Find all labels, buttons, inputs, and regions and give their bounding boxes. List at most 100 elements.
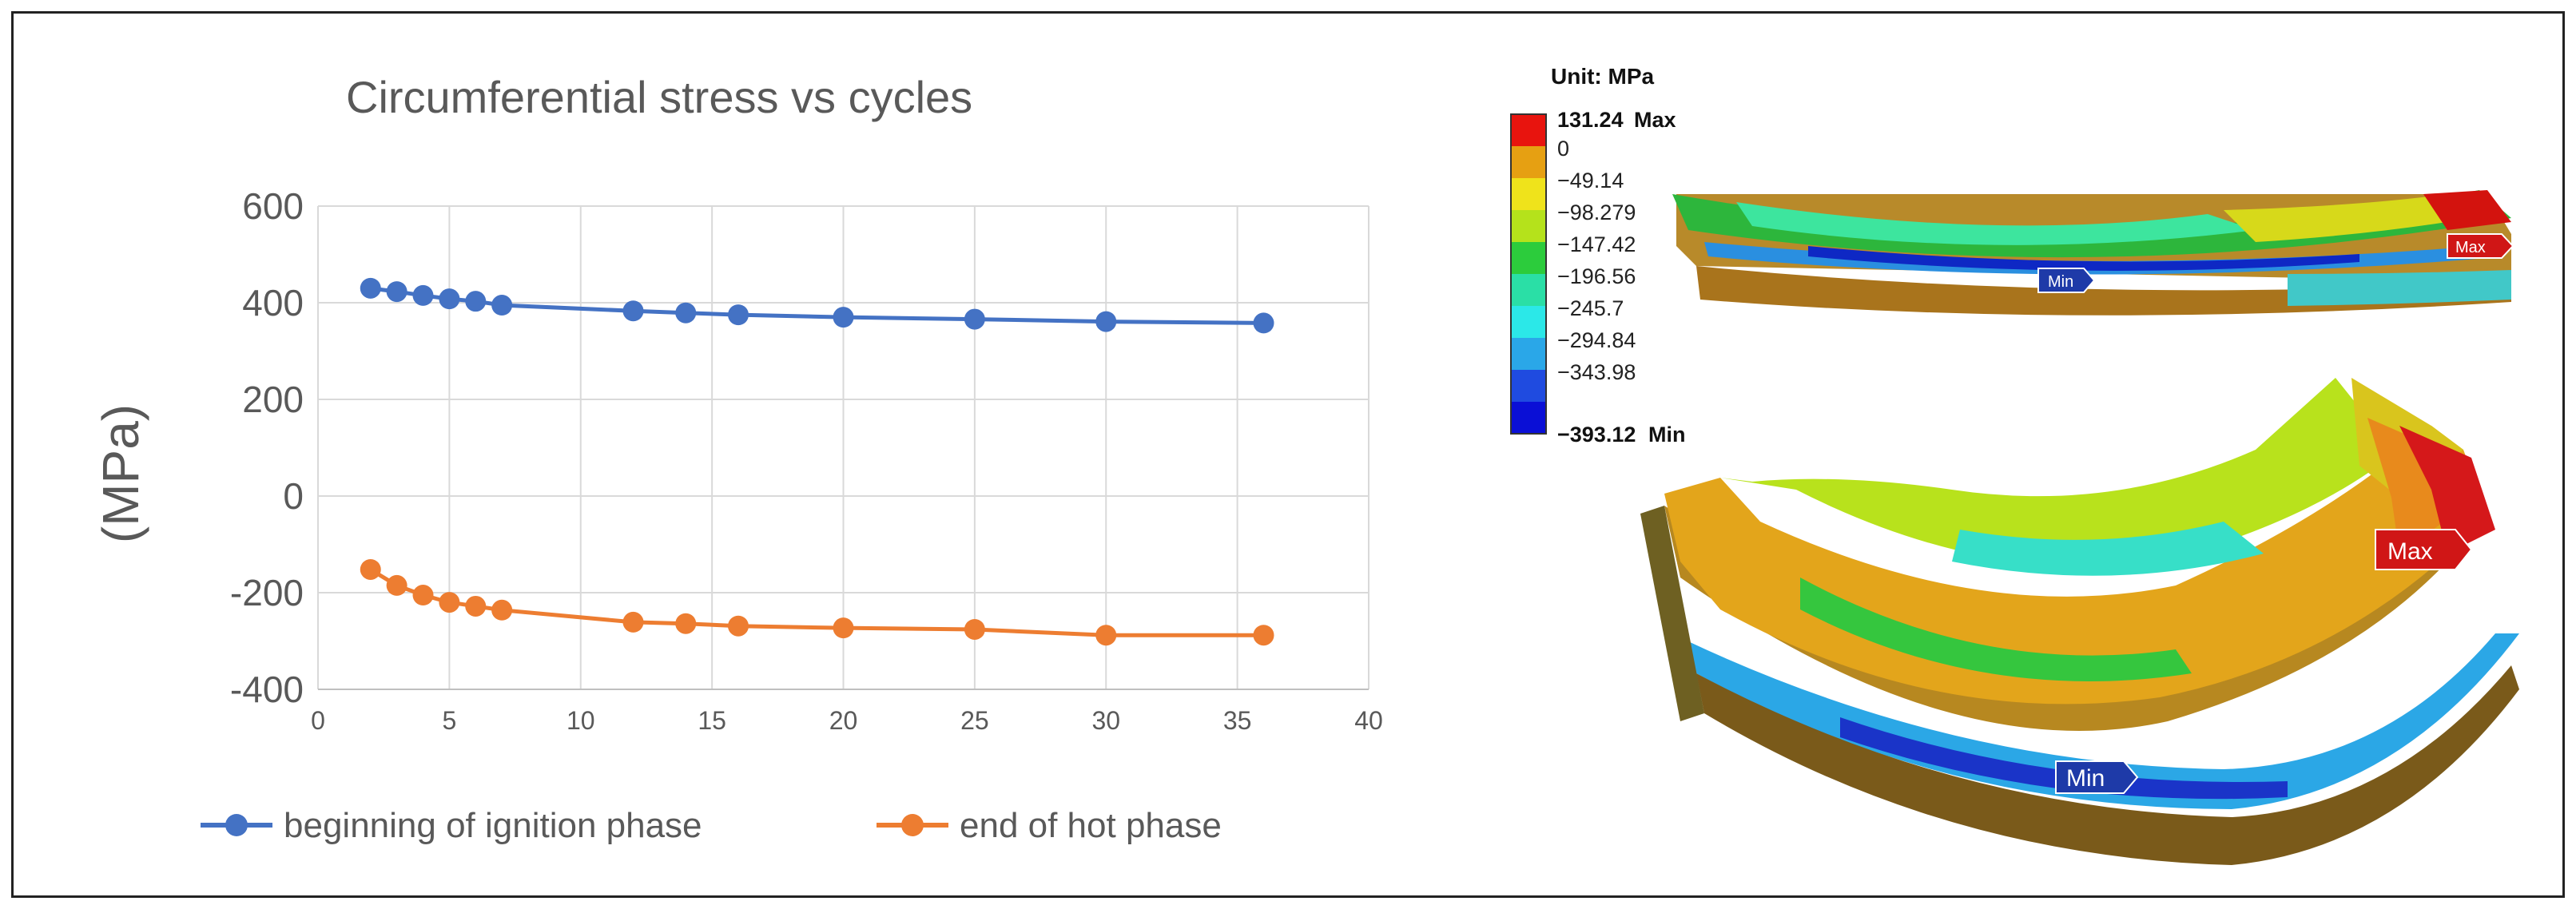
top-model-min-band [1808,246,2359,271]
colorbar-level-label: −49.14 [1557,169,1624,193]
data-point [360,558,381,580]
y-tick-label: 200 [242,379,304,420]
x-tick-label: 0 [311,706,325,735]
x-tick-label: 40 [1354,706,1383,735]
top-min-flag-text: Min [2048,273,2073,291]
data-point [412,585,434,606]
y-tick-labels: -400 -200 0 200 400 600 [230,185,304,710]
bottom-model-left-end [1640,506,1704,721]
colorbar-swatch [1511,402,1546,434]
data-point [465,291,487,312]
bottom-max-flag-text: Max [2387,538,2433,565]
series-hot [360,558,1274,646]
colorbar-swatch [1511,306,1546,338]
stress-contour-panel: Unit: MPa 131.24 0 −49.14 −98.279 −147.42 −19… [1510,64,2519,865]
y-tick-label: -400 [230,669,304,710]
data-point [439,288,460,310]
top-min-flag: Min [2037,268,2096,293]
bottom-min-flag: Min [2055,760,2139,794]
bottom-model-cyan-area [1952,522,2264,576]
data-point [964,308,985,330]
legend: beginning of ignition phase end of hot p… [201,806,1222,845]
model-bottom-view: Min Max [1640,378,2519,865]
data-point [1095,625,1117,646]
colorbar-swatch [1511,242,1546,274]
data-point [675,613,697,634]
top-max-flag-text: Max [2455,239,2486,256]
data-point [833,307,854,328]
data-point [833,617,854,639]
line-chart: Circumferential stress vs cycles (MPa) -… [92,72,1383,845]
grid [317,205,1369,690]
legend-marker-hot [901,814,924,836]
data-point [360,277,381,299]
data-point [412,284,434,306]
y-tick-label: 400 [242,282,304,324]
data-point [675,302,697,324]
colorbar-level-label: −393.12 [1557,423,1636,447]
top-model-max-region [2423,190,2511,230]
top-model-inner-band [1704,242,2487,275]
bottom-min-flag-text: Min [2066,765,2105,792]
legend-item-hot: end of hot phase [877,806,1222,845]
x-tick-label: 25 [960,706,989,735]
x-tick-label: 5 [442,706,456,735]
data-point [386,574,407,596]
colorbar-labels: 131.24 0 −49.14 −98.279 −147.42 −196.56 −245.7… [1557,108,1686,447]
figure-frame: Circumferential stress vs cycles (MPa) -… [11,11,2565,898]
data-point [622,611,644,633]
bottom-max-flag: Max [2375,529,2473,570]
figure-canvas: Circumferential stress vs cycles (MPa) -… [92,64,2519,865]
colorbar-level-label: −98.279 [1557,200,1636,224]
data-point [491,295,513,316]
colorbar-level-label: −294.84 [1557,328,1636,352]
colorbar-swatch [1511,210,1546,242]
x-tick-label: 30 [1091,706,1120,735]
series-layer [360,277,1274,646]
legend-label-ignition: beginning of ignition phase [284,806,702,845]
colorbar-level-label: 131.24 [1557,108,1624,132]
bottom-model-dark-base [1696,665,2519,865]
top-model-band-cyan [1736,202,2256,245]
data-point [491,599,513,621]
model-top-view: Min Max [1672,190,2514,316]
y-tick-label: 0 [283,475,304,517]
x-tick-label: 35 [1223,706,1252,735]
top-model-band-yellow [2224,194,2495,242]
data-point [465,595,487,617]
data-point [1253,312,1274,334]
legend-item-ignition: beginning of ignition phase [201,806,702,845]
top-model-upper-face [1672,190,2511,258]
data-point [728,304,749,326]
colorbar-swatch [1511,370,1546,402]
colorbar-swatch [1511,178,1546,210]
colorbar-level-label: −147.42 [1557,232,1636,256]
colorbar-level-label: 0 [1557,137,1569,161]
colorbar-level-label: −196.56 [1557,264,1636,288]
bottom-model-blue-band [1688,633,2519,809]
colorbar-frame [1510,113,1547,435]
colorbar-max-tag: Max [1634,108,1676,132]
colorbar-level-label: −343.98 [1557,360,1636,384]
series-ignition [360,277,1274,334]
colorbar-swatch [1511,114,1546,146]
data-point [964,618,985,640]
x-tick-label: 10 [566,706,595,735]
data-point [728,615,749,637]
y-axis-label: (MPa) [92,404,149,543]
y-tick-label: 600 [242,185,304,227]
legend-label-hot: end of hot phase [960,806,1222,845]
colorbar-level-label: −245.7 [1557,296,1624,320]
y-tick-label: -200 [230,572,304,613]
x-tick-labels: 0 5 10 15 20 25 30 35 40 [311,706,1383,735]
data-point [1253,625,1274,646]
colorbar-swatch [1511,274,1546,306]
colorbar-min-tag: Min [1648,423,1686,447]
top-model-front-cyan [2288,270,2511,306]
x-tick-label: 20 [829,706,858,735]
x-tick-label: 15 [698,706,726,735]
data-point [439,592,460,613]
data-point [386,281,407,303]
colorbar-swatch [1511,146,1546,178]
colorbar [1510,113,1547,435]
